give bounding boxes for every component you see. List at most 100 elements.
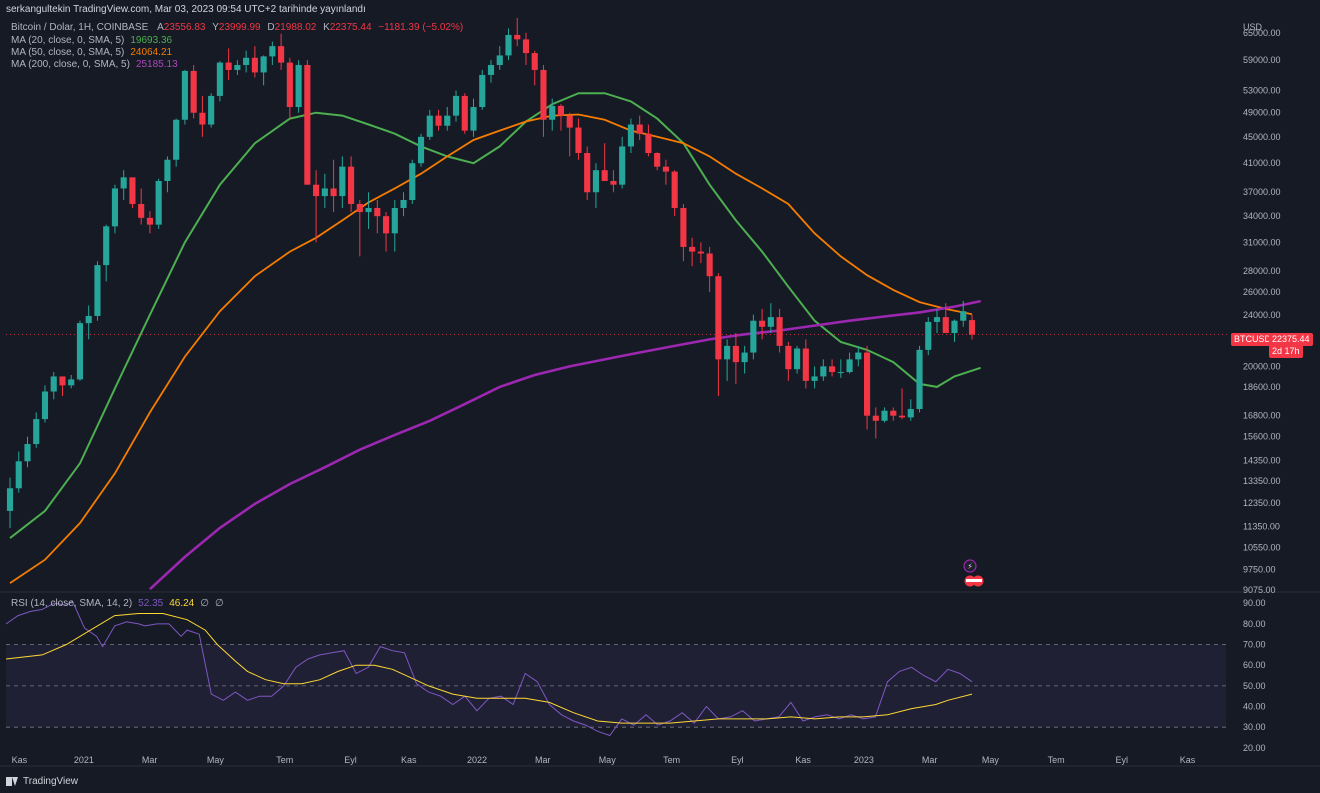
open-label: A — [157, 22, 164, 33]
price-tick-label: 37000.00 — [1243, 187, 1281, 197]
rsi-value: 52.35 — [138, 598, 164, 609]
candle-body — [155, 180, 162, 225]
ma50-value: 24064.21 — [130, 47, 173, 58]
candle-body — [942, 317, 949, 334]
candle-body — [654, 153, 661, 167]
candle-body — [321, 188, 328, 197]
time-tick-label: Tem — [663, 755, 680, 765]
candle-body — [426, 115, 433, 137]
candle-body — [724, 345, 731, 360]
candle-body — [829, 366, 836, 373]
candle-body — [741, 352, 748, 363]
ma50-legend[interactable]: MA (50, close, 0, SMA, 5) 24064.21 — [11, 47, 172, 58]
price-tick-label: 9750.00 — [1243, 565, 1276, 575]
candle-body — [794, 348, 801, 370]
price-tag-symbol: BTCUSD — [1231, 333, 1275, 346]
candle-body — [251, 57, 258, 73]
ma20-legend[interactable]: MA (20, close, 0, SMA, 5) 19693.36 — [11, 35, 172, 46]
candle-body — [199, 112, 206, 125]
price-tick-label: 28000.00 — [1243, 266, 1281, 276]
candle-body — [592, 170, 600, 193]
high-label: Y — [212, 22, 219, 33]
candle-body — [627, 124, 634, 147]
price-axis-unit: USD — [1243, 22, 1263, 32]
candle-body — [94, 265, 101, 316]
high-value: 23999.99 — [218, 22, 261, 33]
candle-body — [400, 199, 407, 208]
candle-body — [313, 184, 320, 197]
candle-body — [732, 345, 739, 363]
time-tick-label: May — [207, 755, 225, 765]
ma200-value: 25185.13 — [135, 59, 178, 70]
lightning-glyph-icon: ⚡ — [967, 562, 973, 571]
candle-body — [619, 146, 626, 185]
candle-body — [540, 69, 547, 120]
candle-body — [487, 65, 495, 75]
rsi-tick-label: 60.00 — [1243, 660, 1266, 670]
footer[interactable]: TradingView — [6, 776, 78, 787]
candle-body — [6, 488, 14, 511]
candle-body — [916, 349, 923, 410]
event-markers[interactable]: ⚡ — [963, 559, 984, 587]
candle-body — [601, 170, 608, 181]
candle-body — [750, 320, 757, 353]
price-tick-label: 59000.00 — [1243, 55, 1281, 65]
ma200-legend[interactable]: MA (200, close, 0, SMA, 5) 25185.13 — [11, 59, 178, 70]
candle-body — [636, 124, 643, 134]
candle-body — [409, 163, 416, 200]
close-label: K — [323, 22, 330, 33]
candle-body — [662, 166, 669, 172]
low-value: 21988.02 — [274, 22, 317, 33]
price-tick-label: 20000.00 — [1243, 361, 1281, 371]
candle-body — [715, 276, 722, 360]
candle-body — [374, 207, 381, 217]
rsi-na-2: ∅ — [214, 598, 224, 609]
candle-body — [68, 379, 75, 386]
candle-body — [138, 203, 145, 218]
flag-stripe — [974, 579, 982, 582]
time-tick-label: May — [599, 755, 617, 765]
candle-body — [802, 348, 809, 381]
ma-line-200 — [149, 299, 981, 591]
moving-averages — [9, 92, 982, 591]
candle-body — [417, 136, 425, 164]
candle-body — [59, 376, 66, 386]
candle-body — [50, 376, 57, 392]
candle-body — [129, 177, 136, 204]
candle-body — [225, 62, 232, 70]
candle-body — [907, 409, 914, 418]
candle-body — [645, 133, 652, 154]
candle-body — [181, 70, 188, 120]
price-tick-label: 34000.00 — [1243, 211, 1281, 221]
candle-body — [173, 119, 180, 160]
candle-body — [286, 62, 293, 108]
time-tick-label: 2023 — [854, 755, 874, 765]
candle-body — [785, 345, 792, 370]
price-tick-label: 9075.00 — [1243, 585, 1276, 595]
footer-brand: TradingView — [23, 776, 79, 787]
candle-body — [435, 115, 442, 126]
candle-body — [260, 56, 267, 73]
candle-body — [382, 216, 390, 234]
price-tick-label: 18600.00 — [1243, 382, 1281, 392]
price-tick-label: 31000.00 — [1243, 237, 1281, 247]
rsi-tick-label: 20.00 — [1243, 743, 1266, 753]
candle-body — [278, 46, 285, 63]
time-tick-label: Kas — [401, 755, 417, 765]
candle-body — [680, 207, 687, 247]
time-tick-label: Eyl — [731, 755, 744, 765]
price-tick-label: 16800.00 — [1243, 411, 1281, 421]
rsi-tick-label: 90.00 — [1243, 598, 1266, 608]
candle-body — [295, 65, 302, 108]
candle-body — [243, 57, 250, 66]
tradingview-logo-icon — [6, 777, 18, 786]
main-legend[interactable]: Bitcoin / Dolar, 1H, COINBASE A23556.83 … — [11, 22, 463, 33]
rsi-legend[interactable]: RSI (14, close, SMA, 14, 2) 52.35 46.24 ∅ ∅ — [11, 598, 224, 609]
candle-body — [41, 391, 49, 420]
open-value: 23556.83 — [163, 22, 206, 33]
rsi-label: RSI (14, close, SMA, 14, 2) — [11, 598, 133, 609]
candle-body — [514, 34, 521, 40]
ma20-value: 19693.36 — [130, 35, 173, 46]
symbol-title: Bitcoin / Dolar, 1H, COINBASE — [11, 22, 149, 33]
